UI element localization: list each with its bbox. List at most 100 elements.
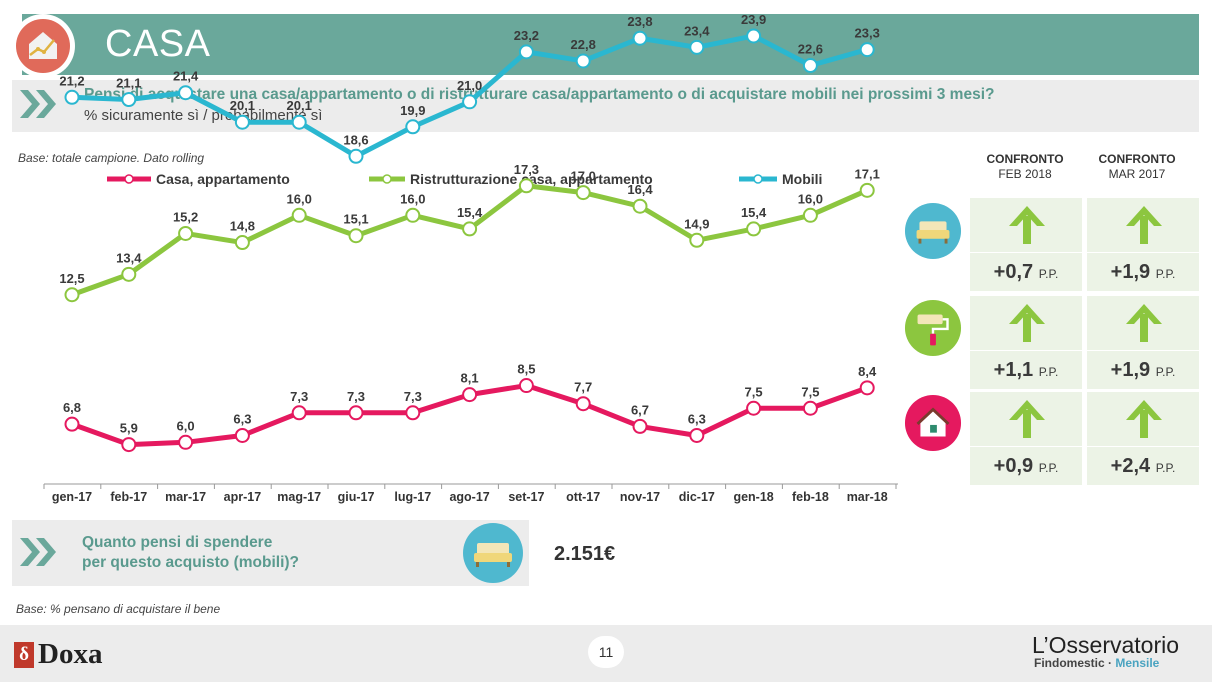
comparison-delta: +2,4 — [1110, 455, 1151, 477]
data-label: 8,5 — [517, 362, 535, 377]
line-chart: gen-17 feb-17 mar-17 apr-17 mag-17 giu-17 lug-… — [43, 12, 898, 504]
data-label: 5,9 — [120, 421, 138, 436]
double-chevron-icon — [18, 536, 62, 573]
comparison-value: +0,9 P.P. — [970, 447, 1082, 485]
brand-sub-a: Findomestic · — [1034, 656, 1116, 670]
legend-marker-casa — [107, 174, 151, 184]
x-tick-label: mar-18 — [847, 490, 888, 504]
base-note-2: Base: % pensano di acquistare il bene — [16, 602, 221, 616]
comparison-delta: +0,9 — [993, 455, 1034, 477]
data-point — [348, 148, 364, 164]
data-label: 20,1 — [230, 98, 255, 113]
data-point — [348, 405, 364, 421]
comparison-arrow-cell — [970, 198, 1082, 252]
data-point — [746, 28, 762, 44]
data-point — [405, 405, 421, 421]
x-tick-label: ott-17 — [566, 490, 600, 504]
data-point — [689, 39, 705, 55]
data-point — [575, 396, 591, 412]
comparison-value: +0,7 P.P. — [970, 253, 1082, 291]
data-point — [518, 44, 534, 60]
data-label: 21,4 — [173, 69, 199, 84]
data-label: 7,3 — [290, 389, 308, 404]
legend-label-casa: Casa, appartamento — [156, 171, 290, 187]
data-label: 7,3 — [347, 389, 365, 404]
x-tick-label: apr-17 — [224, 490, 262, 504]
data-point — [575, 185, 591, 201]
data-label: 12,5 — [59, 271, 84, 286]
data-point — [405, 119, 421, 135]
comparison-unit: P.P. — [1038, 267, 1059, 281]
x-tick-label: giu-17 — [338, 490, 375, 504]
comparison-value: +2,4 P.P. — [1087, 447, 1199, 485]
data-label: 16,0 — [287, 191, 312, 206]
data-label: 15,1 — [343, 212, 368, 227]
data-label: 23,8 — [627, 14, 652, 29]
data-point — [234, 427, 250, 443]
comparison-delta: +1,9 — [1110, 261, 1151, 283]
data-label: 6,3 — [688, 411, 706, 426]
sofa-icon — [462, 522, 524, 589]
page-title: CASA — [105, 23, 211, 65]
doxa-mark-icon: δ — [14, 641, 34, 668]
arrow-up-icon — [1007, 398, 1047, 445]
comparison-arrow-cell — [970, 392, 1082, 446]
data-label: 13,4 — [116, 250, 142, 265]
data-label: 23,2 — [514, 28, 539, 43]
data-point — [802, 57, 818, 73]
brand-sub-b: Mensile — [1115, 656, 1160, 670]
comparison-unit: P.P. — [1038, 461, 1059, 475]
data-label: 21,2 — [59, 73, 84, 88]
data-point — [802, 207, 818, 223]
legend-item-ristrutturazione: Ristrutturazione casa, appartamento — [368, 171, 653, 187]
data-label: 19,9 — [400, 103, 425, 118]
arrow-up-icon — [1124, 204, 1164, 251]
house-icon — [904, 394, 962, 457]
comparison-value: +1,9 P.P. — [1087, 351, 1199, 389]
data-label: 17,1 — [855, 166, 880, 181]
data-point — [632, 198, 648, 214]
legend-label-ristrutturazione: Ristrutturazione casa, appartamento — [410, 171, 653, 187]
data-point — [746, 221, 762, 237]
data-label: 23,3 — [855, 26, 880, 41]
data-point — [348, 228, 364, 244]
data-point — [689, 427, 705, 443]
data-point — [121, 266, 137, 282]
data-point — [462, 387, 478, 403]
data-point — [462, 94, 478, 110]
data-point — [121, 92, 137, 108]
spend-question: Quanto pensi di spendere per questo acqu… — [82, 533, 299, 573]
data-label: 16,4 — [627, 182, 653, 197]
comparison-unit: P.P. — [1038, 365, 1059, 379]
comparison-header-title: CONFRONTO — [986, 152, 1064, 166]
data-point — [859, 380, 875, 396]
comparison-arrow-cell — [1087, 296, 1199, 350]
data-label: 6,7 — [631, 402, 649, 417]
comparison-delta: +1,1 — [993, 359, 1034, 381]
data-label: 6,8 — [63, 400, 81, 415]
data-label: 22,6 — [798, 41, 823, 56]
data-label: 15,4 — [741, 205, 767, 220]
data-label: 16,0 — [400, 191, 425, 206]
data-point — [178, 434, 194, 450]
comparison-delta: +0,7 — [993, 261, 1034, 283]
spend-amount: 2.151€ — [554, 543, 616, 565]
data-point — [64, 287, 80, 303]
legend-marker-ristrutturazione — [369, 174, 405, 184]
data-point — [518, 178, 534, 194]
brand-name: L’Osservatorio — [1032, 632, 1180, 658]
x-tick-label: feb-17 — [110, 490, 147, 504]
data-label: 16,0 — [798, 191, 823, 206]
data-label: 17,0 — [571, 169, 596, 184]
data-label: 14,9 — [684, 216, 709, 231]
data-point — [859, 182, 875, 198]
comparison-value: +1,1 P.P. — [970, 351, 1082, 389]
x-tick-label: ago-17 — [449, 490, 489, 504]
spend-question-line2: per questo acquisto (mobili)? — [82, 554, 300, 571]
comparison-header-sub: MAR 2017 — [1108, 167, 1166, 181]
x-tick-label: nov-17 — [620, 490, 660, 504]
comparison-arrow-cell — [970, 296, 1082, 350]
data-label: 7,3 — [404, 389, 422, 404]
data-point — [234, 114, 250, 130]
data-point — [178, 85, 194, 101]
